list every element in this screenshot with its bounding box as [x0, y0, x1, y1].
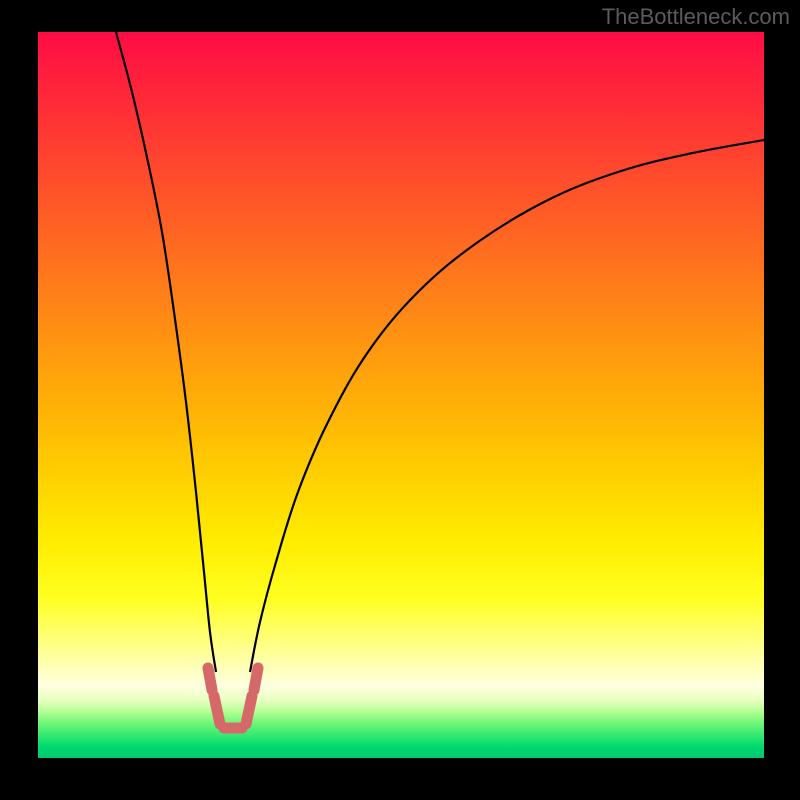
- watermark-text: TheBottleneck.com: [602, 4, 790, 30]
- background-gradient: [38, 32, 764, 758]
- canvas: TheBottleneck.com: [0, 0, 800, 800]
- plot-area: [38, 32, 764, 758]
